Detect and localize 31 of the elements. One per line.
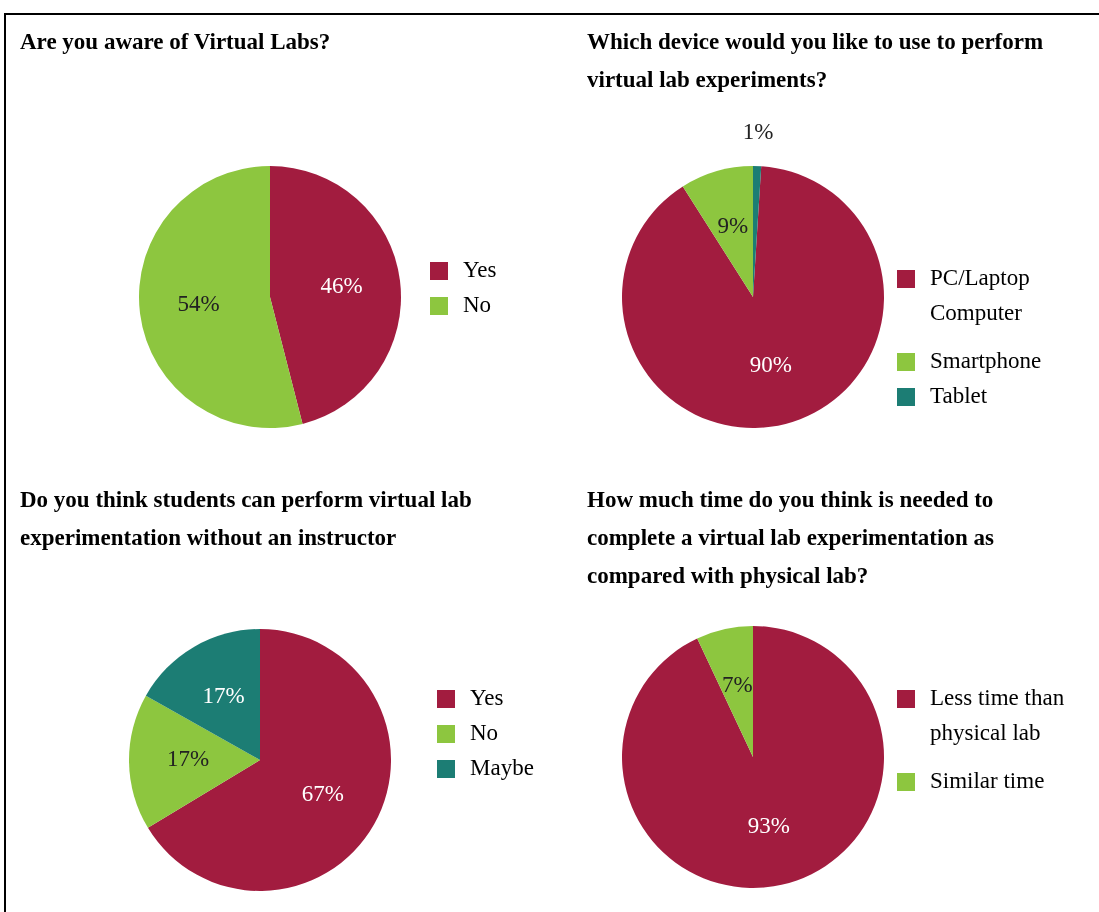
legend-label: Tablet xyxy=(930,383,988,409)
pie-slice xyxy=(622,626,884,888)
data-label: 90% xyxy=(749,352,792,378)
legend-label: Maybe xyxy=(470,755,534,781)
data-label: 46% xyxy=(320,273,363,299)
chart-title: Are you aware of Virtual Labs? xyxy=(20,29,331,54)
pie-slice xyxy=(139,166,303,428)
data-label: 7% xyxy=(721,671,753,697)
data-label: 9% xyxy=(717,213,749,239)
data-label: 93% xyxy=(747,812,790,838)
legend-label: PC/Laptop Computer xyxy=(930,265,1030,326)
data-label: 1% xyxy=(742,118,774,144)
pie-slice xyxy=(622,166,884,428)
legend-label: Less time than physical lab xyxy=(930,685,1065,746)
pie-slice xyxy=(147,629,391,891)
chart-title: Which device would you like to use to perform virtual lab experiments? xyxy=(587,29,1044,92)
pie-slice xyxy=(270,166,401,424)
pie-slice xyxy=(682,166,753,297)
data-label: 67% xyxy=(301,780,344,806)
chart-title: Do you think students can perform virtual lab experimentation without an instructor xyxy=(20,487,472,550)
data-label: 17% xyxy=(166,746,210,772)
legend-label: Yes xyxy=(470,685,504,711)
pie-slice xyxy=(697,626,753,757)
data-label: 54% xyxy=(177,291,220,317)
legend-label: No xyxy=(463,292,492,318)
chart-title: How much time do you think is needed to complete a virtual lab experimentation as compared with physical lab? xyxy=(587,487,994,588)
legend-label: Smartphone xyxy=(930,348,1042,374)
legend-label: Similar time xyxy=(930,768,1045,794)
legend-label: No xyxy=(470,720,499,746)
data-label: 17% xyxy=(202,683,245,709)
legend-label: Yes xyxy=(463,257,497,283)
